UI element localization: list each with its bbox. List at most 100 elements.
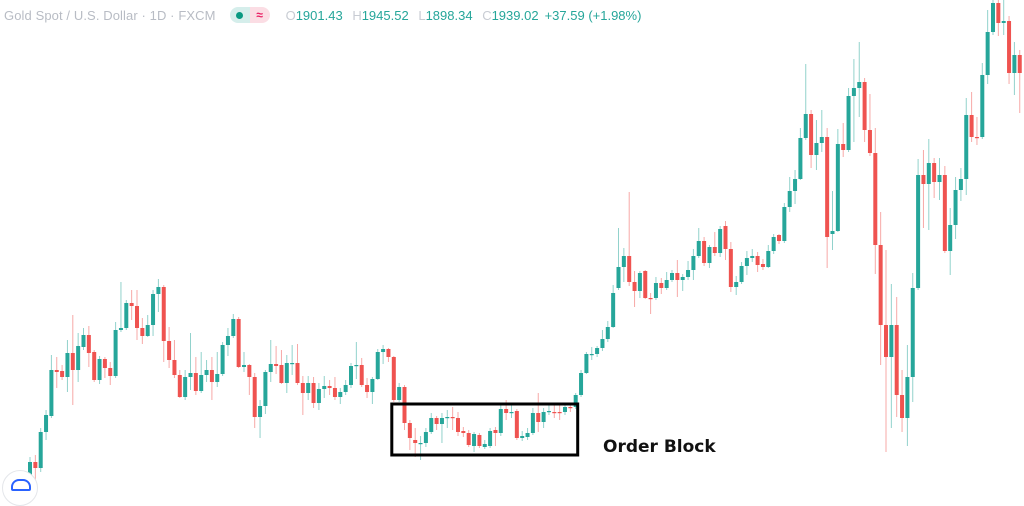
candle-body bbox=[514, 411, 519, 438]
status-badges: ≈ bbox=[229, 7, 270, 23]
candle-body bbox=[557, 412, 562, 414]
candle-body bbox=[916, 175, 921, 288]
candle-body bbox=[787, 191, 792, 207]
candle bbox=[632, 271, 637, 307]
candle bbox=[327, 380, 332, 395]
candle bbox=[65, 340, 70, 392]
candle bbox=[247, 364, 252, 395]
candle bbox=[402, 385, 407, 430]
candle bbox=[771, 234, 776, 254]
candle bbox=[1001, 0, 1006, 35]
candle-body bbox=[28, 462, 32, 478]
candle bbox=[183, 370, 188, 400]
candle bbox=[407, 420, 412, 450]
candle bbox=[359, 358, 364, 387]
candle-body bbox=[199, 375, 204, 391]
candle-body bbox=[611, 293, 616, 327]
candle-body bbox=[439, 418, 444, 424]
candle-body bbox=[343, 385, 348, 392]
candle bbox=[942, 166, 947, 253]
candle-body bbox=[423, 432, 428, 443]
tradingview-logo-icon[interactable] bbox=[2, 470, 38, 506]
candle-body bbox=[568, 407, 573, 409]
data-wave-icon[interactable]: ≈ bbox=[249, 7, 270, 23]
candle-body bbox=[445, 417, 450, 419]
candle bbox=[787, 177, 792, 212]
candle bbox=[450, 407, 455, 430]
candle bbox=[145, 315, 150, 337]
candle-body bbox=[135, 306, 139, 328]
candle bbox=[664, 272, 669, 290]
candle bbox=[236, 317, 241, 368]
candle bbox=[728, 242, 733, 292]
candle-body bbox=[76, 346, 81, 370]
candle-body bbox=[284, 363, 289, 383]
candle-body bbox=[290, 363, 295, 365]
candle bbox=[734, 276, 739, 295]
candle-body bbox=[841, 144, 846, 150]
candle-body bbox=[140, 328, 145, 336]
candle-body bbox=[151, 294, 156, 325]
candle-body bbox=[349, 366, 353, 385]
candle-body bbox=[60, 371, 65, 377]
candle bbox=[932, 158, 937, 198]
candle-body bbox=[798, 138, 803, 179]
candle bbox=[637, 271, 642, 298]
candle-body bbox=[862, 82, 867, 130]
candle-body bbox=[247, 365, 252, 377]
candle-body bbox=[407, 423, 412, 438]
candle-body bbox=[696, 241, 701, 256]
candle bbox=[167, 327, 172, 368]
candle-body bbox=[851, 88, 856, 96]
candle-body bbox=[258, 406, 263, 417]
candle-body bbox=[231, 319, 236, 336]
market-open-dot-icon[interactable] bbox=[229, 7, 250, 23]
candle bbox=[862, 78, 867, 142]
candle bbox=[124, 300, 129, 330]
candle-body bbox=[627, 256, 632, 282]
candle-body bbox=[375, 352, 380, 379]
candle bbox=[819, 110, 824, 152]
candle-body bbox=[766, 251, 771, 267]
candle bbox=[579, 370, 584, 397]
candle-body bbox=[92, 352, 97, 380]
order-block-label: Order Block bbox=[603, 437, 716, 457]
candle bbox=[536, 393, 541, 432]
candle bbox=[456, 412, 460, 436]
candle-body bbox=[744, 258, 749, 266]
candle-body bbox=[712, 247, 717, 253]
candlestick-chart[interactable] bbox=[0, 0, 1024, 490]
candle-body bbox=[498, 409, 503, 433]
candle bbox=[948, 208, 953, 275]
candle-body bbox=[718, 229, 723, 253]
candle bbox=[252, 373, 257, 428]
symbol-title[interactable]: Gold Spot / U.S. Dollar · 1D · FXCM bbox=[4, 7, 216, 23]
candle bbox=[953, 177, 958, 239]
candle bbox=[916, 159, 921, 290]
candle bbox=[135, 290, 139, 340]
candle bbox=[466, 430, 471, 447]
candle bbox=[996, 0, 1001, 36]
candle bbox=[311, 377, 316, 408]
candle bbox=[653, 277, 658, 300]
candle-body bbox=[958, 179, 963, 190]
candle-body bbox=[579, 373, 584, 395]
candle bbox=[102, 357, 107, 378]
candle bbox=[766, 245, 771, 268]
candle-body bbox=[809, 114, 814, 155]
candle-body bbox=[964, 115, 969, 179]
candle bbox=[905, 345, 910, 446]
candle-body bbox=[573, 395, 578, 407]
candle-body bbox=[488, 431, 493, 446]
candle-body bbox=[156, 287, 161, 294]
candle-body bbox=[707, 247, 712, 263]
order-block-rectangle[interactable] bbox=[390, 402, 580, 457]
candle bbox=[370, 377, 375, 404]
candle bbox=[113, 322, 118, 378]
candle bbox=[900, 370, 905, 432]
candle-body bbox=[327, 386, 332, 388]
candle-body bbox=[397, 387, 402, 400]
candle bbox=[429, 413, 434, 434]
candle bbox=[129, 290, 134, 320]
candle-body bbox=[621, 256, 626, 267]
